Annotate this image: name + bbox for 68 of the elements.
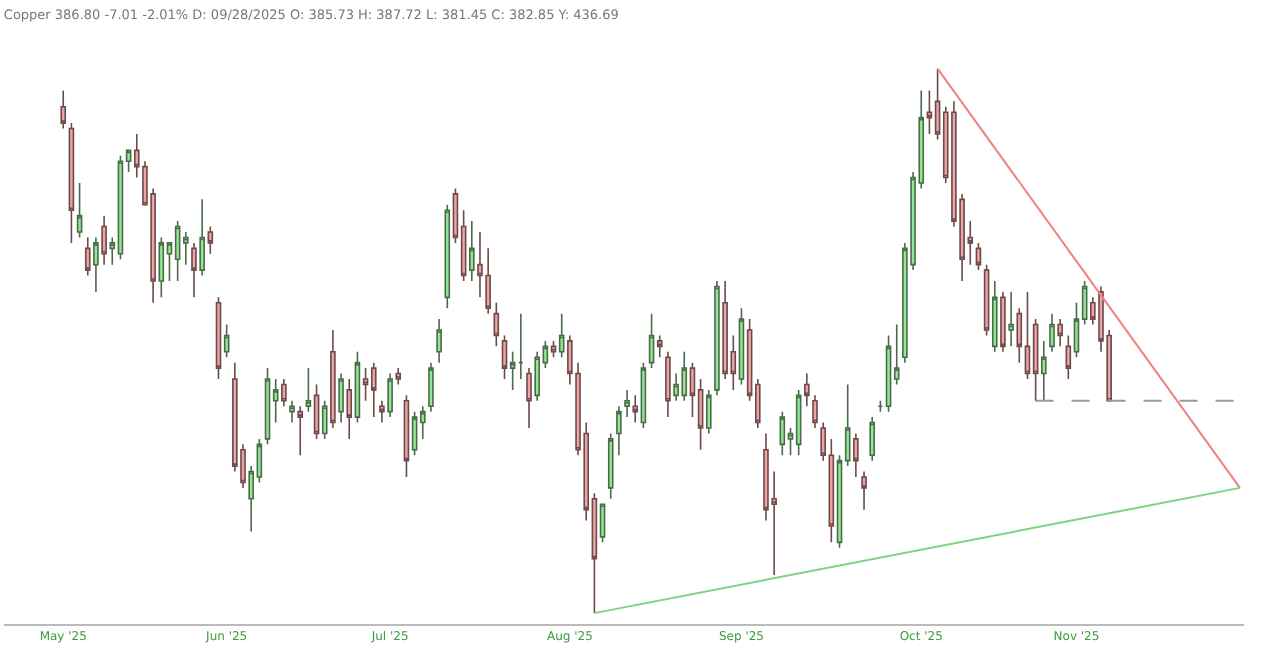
candlestick [330, 329, 336, 429]
candlestick [509, 350, 516, 391]
candlestick [101, 214, 107, 266]
candlestick [681, 350, 688, 402]
candlestick [199, 198, 205, 277]
candlestick [76, 182, 83, 239]
candlestick [1057, 318, 1063, 348]
candlestick [297, 405, 304, 457]
candlestick [338, 372, 344, 424]
candlestick [501, 334, 508, 380]
candlestick [223, 323, 230, 359]
candlestick [812, 394, 818, 429]
candlestick [60, 89, 67, 130]
candlestick [68, 122, 75, 244]
candlestick [84, 236, 91, 277]
candlestick [869, 416, 875, 462]
candlestick [599, 503, 606, 544]
candlestick [158, 236, 165, 299]
candlestick [607, 432, 614, 500]
candlestick [289, 399, 295, 424]
candlestick [493, 301, 500, 348]
candlestick [207, 225, 214, 255]
candlestick [632, 394, 639, 424]
candlestick [305, 367, 312, 413]
candlestick [370, 361, 377, 418]
candlestick [411, 410, 418, 457]
candlestick [991, 280, 998, 353]
candlestick [1000, 291, 1006, 353]
candlestick [428, 361, 434, 413]
candlestick [665, 350, 671, 418]
candlestick [738, 307, 745, 386]
candlestick [379, 399, 385, 424]
candlestick [264, 367, 271, 446]
candlestick [117, 154, 124, 261]
candlestick [174, 220, 181, 282]
candlestick [853, 432, 859, 478]
candlestick [321, 399, 328, 440]
candlestick [861, 470, 867, 511]
candlestick [558, 312, 565, 359]
candlestick [1041, 340, 1047, 402]
candlestick [215, 296, 222, 380]
candlestick [1049, 312, 1055, 353]
candlestick [281, 378, 287, 408]
candlestick [877, 399, 884, 413]
candlestick [387, 372, 393, 418]
candlestick [624, 389, 630, 418]
candlestick [395, 367, 402, 386]
candlestick [779, 410, 786, 457]
candlestick [518, 312, 524, 380]
candlestick [469, 220, 475, 282]
candlestick [93, 236, 99, 293]
candlestick [714, 280, 720, 397]
candlestick [550, 340, 557, 359]
candlestick [1008, 291, 1014, 348]
candlestick [983, 263, 990, 337]
candlestick [616, 405, 622, 457]
candlestick [354, 350, 361, 424]
candlestick [1065, 334, 1072, 380]
candlestick [648, 312, 655, 369]
candlestick [403, 394, 410, 478]
candlestick [705, 389, 712, 435]
candlestick [436, 318, 442, 364]
candlestick [444, 203, 451, 310]
candlestick [526, 367, 532, 429]
candlestick [346, 378, 353, 440]
candlestick [656, 334, 663, 359]
candlestick [191, 242, 197, 299]
candlestick [804, 372, 810, 408]
